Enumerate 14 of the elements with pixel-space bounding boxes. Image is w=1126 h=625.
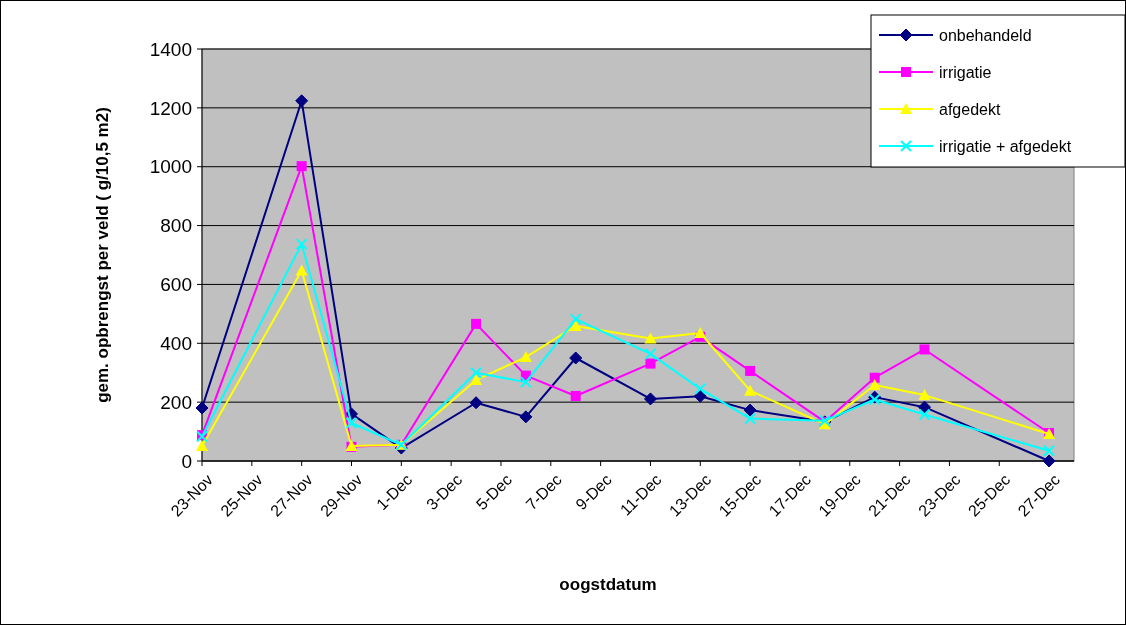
- y-tick-label: 400: [160, 332, 192, 354]
- y-tick-label: 1200: [149, 97, 192, 119]
- legend-label: irrigatie: [939, 63, 992, 81]
- y-tick-label: 200: [160, 391, 192, 413]
- y-tick-label: 600: [160, 274, 192, 296]
- y-tick-label: 1000: [149, 156, 192, 178]
- legend-label: afgedekt: [939, 100, 1001, 118]
- y-tick-label: 0: [181, 450, 192, 472]
- x-axis-title: oogstdatum: [559, 575, 657, 594]
- legend-label: onbehandeld: [939, 26, 1032, 44]
- y-tick-label: 1400: [149, 38, 192, 60]
- y-axis-title: gem. opbrengst per veld ( g/10,5 m2): [93, 107, 112, 403]
- y-tick-label: 800: [160, 215, 192, 237]
- legend-label: irrigatie + afgedekt: [939, 137, 1072, 155]
